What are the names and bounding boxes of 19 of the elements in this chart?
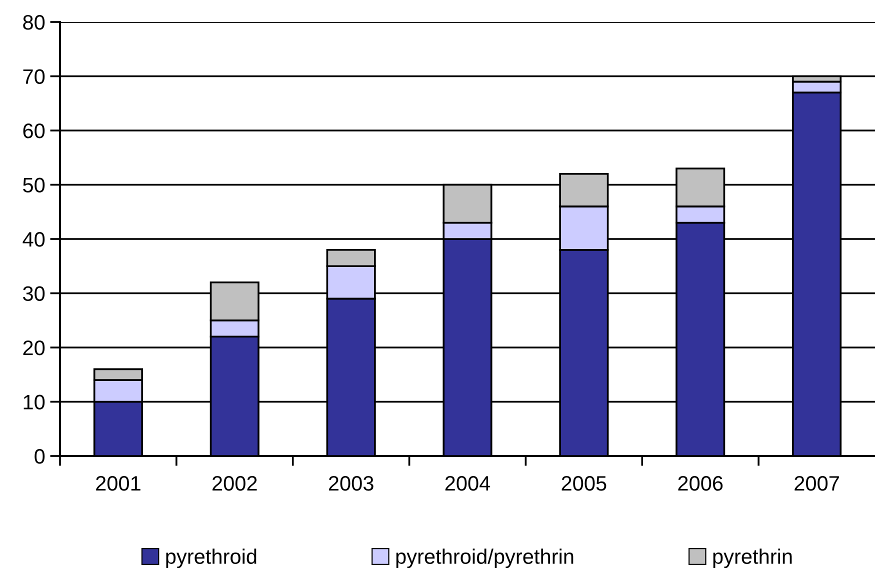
y-tick-label: 50 [23, 178, 45, 193]
y-tick-label: 60 [23, 124, 45, 138]
y-tick-label: 40 [22, 232, 45, 247]
x-tick-label: 2006 [678, 476, 723, 491]
y-tick-label: 10 [24, 394, 45, 410]
legend-label: pyrethroid [166, 548, 256, 568]
x-tick-label: 2007 [794, 476, 839, 491]
y-tick-label: 0 [34, 449, 45, 464]
y-tick-label: 30 [23, 286, 45, 302]
y-tick-label: 70 [23, 69, 45, 84]
x-tick-label: 2005 [562, 476, 606, 491]
x-tick-label: 2002 [212, 476, 257, 491]
x-tick-label: 2003 [328, 476, 374, 491]
legend-label: pyrethrin [713, 548, 792, 568]
x-tick-label: 2001 [96, 476, 140, 491]
y-tick-label: 20 [23, 340, 45, 356]
y-tick-label: 80 [23, 15, 45, 30]
x-tick-label: 2004 [445, 476, 490, 491]
legend-label: pyrethroid/pyrethrin [396, 548, 574, 568]
